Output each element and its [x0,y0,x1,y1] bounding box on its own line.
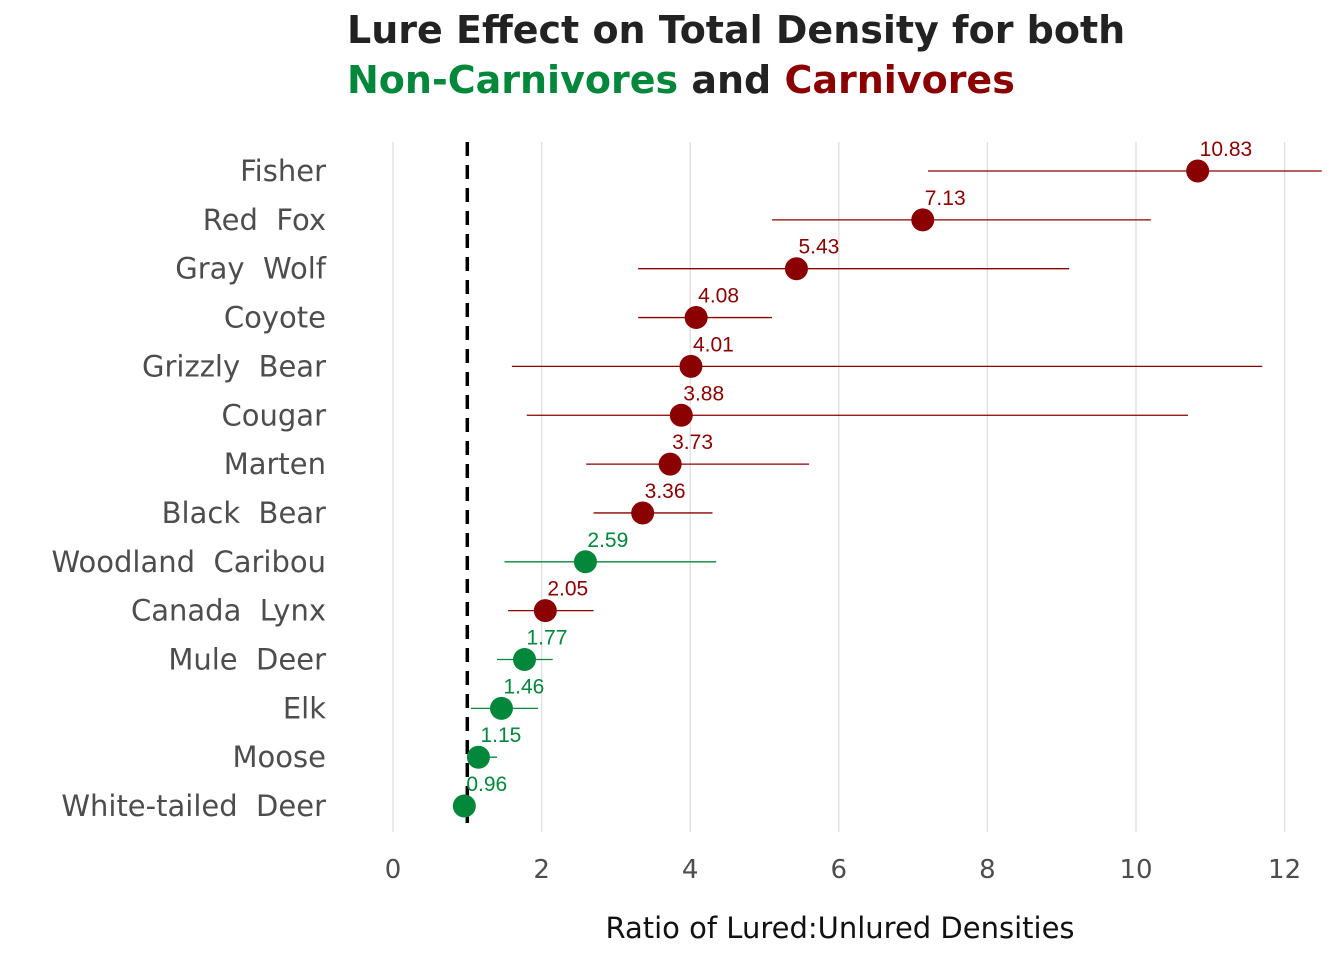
point-moose [466,745,490,769]
y-label-cougar: Cougar [222,398,327,432]
x-tick-label-6: 6 [831,855,848,885]
value-label-black-bear: 3.36 [645,480,686,503]
y-label-woodland-caribou: Woodland Caribou [52,545,326,579]
y-label-coyote: Coyote [224,301,326,335]
chart-title-line-2: Non-Carnivores and Carnivores [347,58,1015,102]
confidence-intervals [459,170,1322,807]
point-grizzly-bear [679,354,703,378]
y-label-white-tailed-deer: White-tailed Deer [61,789,326,823]
x-tick-label-12: 12 [1268,855,1301,885]
x-tick-label-2: 2 [533,855,550,885]
value-label-woodland-caribou: 2.59 [587,529,628,552]
point-marten [658,452,682,476]
value-label-moose: 1.15 [480,724,521,747]
title-carnivores: Carnivores [784,58,1015,102]
point-canada-lynx [533,599,557,623]
value-label-coyote: 4.08 [698,285,739,308]
chart-title-line-1: Lure Effect on Total Density for both [347,8,1125,52]
point-white-tailed-deer [452,794,476,818]
y-label-red-fox: Red Fox [203,203,326,237]
value-label-elk: 1.46 [503,675,544,698]
value-label-red-fox: 7.13 [925,187,966,210]
point-mule-deer [513,648,537,671]
value-label-mule-deer: 1.77 [527,627,568,650]
value-labels: 10.83 7.13 5.43 4.08 4.01 3.88 3.73 3.36 2.59 2.0… [466,138,1252,796]
title-text: Lure Effect on Total Density for both [347,8,1126,52]
x-tick-label-0: 0 [385,855,402,885]
title-and: and [691,58,772,102]
y-label-black-bear: Black Bear [162,496,326,530]
value-label-canada-lynx: 2.05 [547,578,588,601]
value-label-fisher: 10.83 [1200,138,1253,161]
value-label-gray-wolf: 5.43 [798,236,839,259]
point-fisher [1186,159,1210,183]
value-label-white-tailed-deer: 0.96 [466,773,507,796]
x-tick-label-8: 8 [979,855,996,885]
value-label-cougar: 3.88 [683,382,724,405]
point-gray-wolf [784,257,808,281]
grid-lines [392,142,1286,832]
point-coyote [684,306,708,330]
y-label-fisher: Fisher [240,154,326,188]
title-non-carnivores: Non-Carnivores [347,58,679,102]
data-points [452,159,1210,818]
y-label-mule-deer: Mule Deer [168,643,326,677]
y-axis-labels: Fisher Red Fox Gray Wolf Coyote Grizzly Bear… [52,154,327,823]
x-axis-label: Ratio of Lured:Unlured Densities [605,911,1074,945]
point-woodland-caribou [573,550,597,574]
y-label-elk: Elk [283,691,326,725]
y-label-gray-wolf: Gray Wolf [175,252,327,286]
value-label-grizzly-bear: 4.01 [693,333,734,356]
point-black-bear [631,501,655,525]
x-tick-label-10: 10 [1119,855,1152,885]
value-label-marten: 3.73 [672,431,713,454]
point-elk [489,696,513,720]
y-label-canada-lynx: Canada Lynx [131,594,326,628]
x-tick-label-4: 4 [682,855,699,885]
y-label-marten: Marten [224,447,326,481]
point-red-fox [911,208,935,232]
y-label-moose: Moose [233,740,326,774]
y-label-grizzly-bear: Grizzly Bear [142,349,326,383]
point-cougar [669,403,693,427]
x-axis-ticks: 0 2 4 6 8 10 12 [385,855,1301,885]
